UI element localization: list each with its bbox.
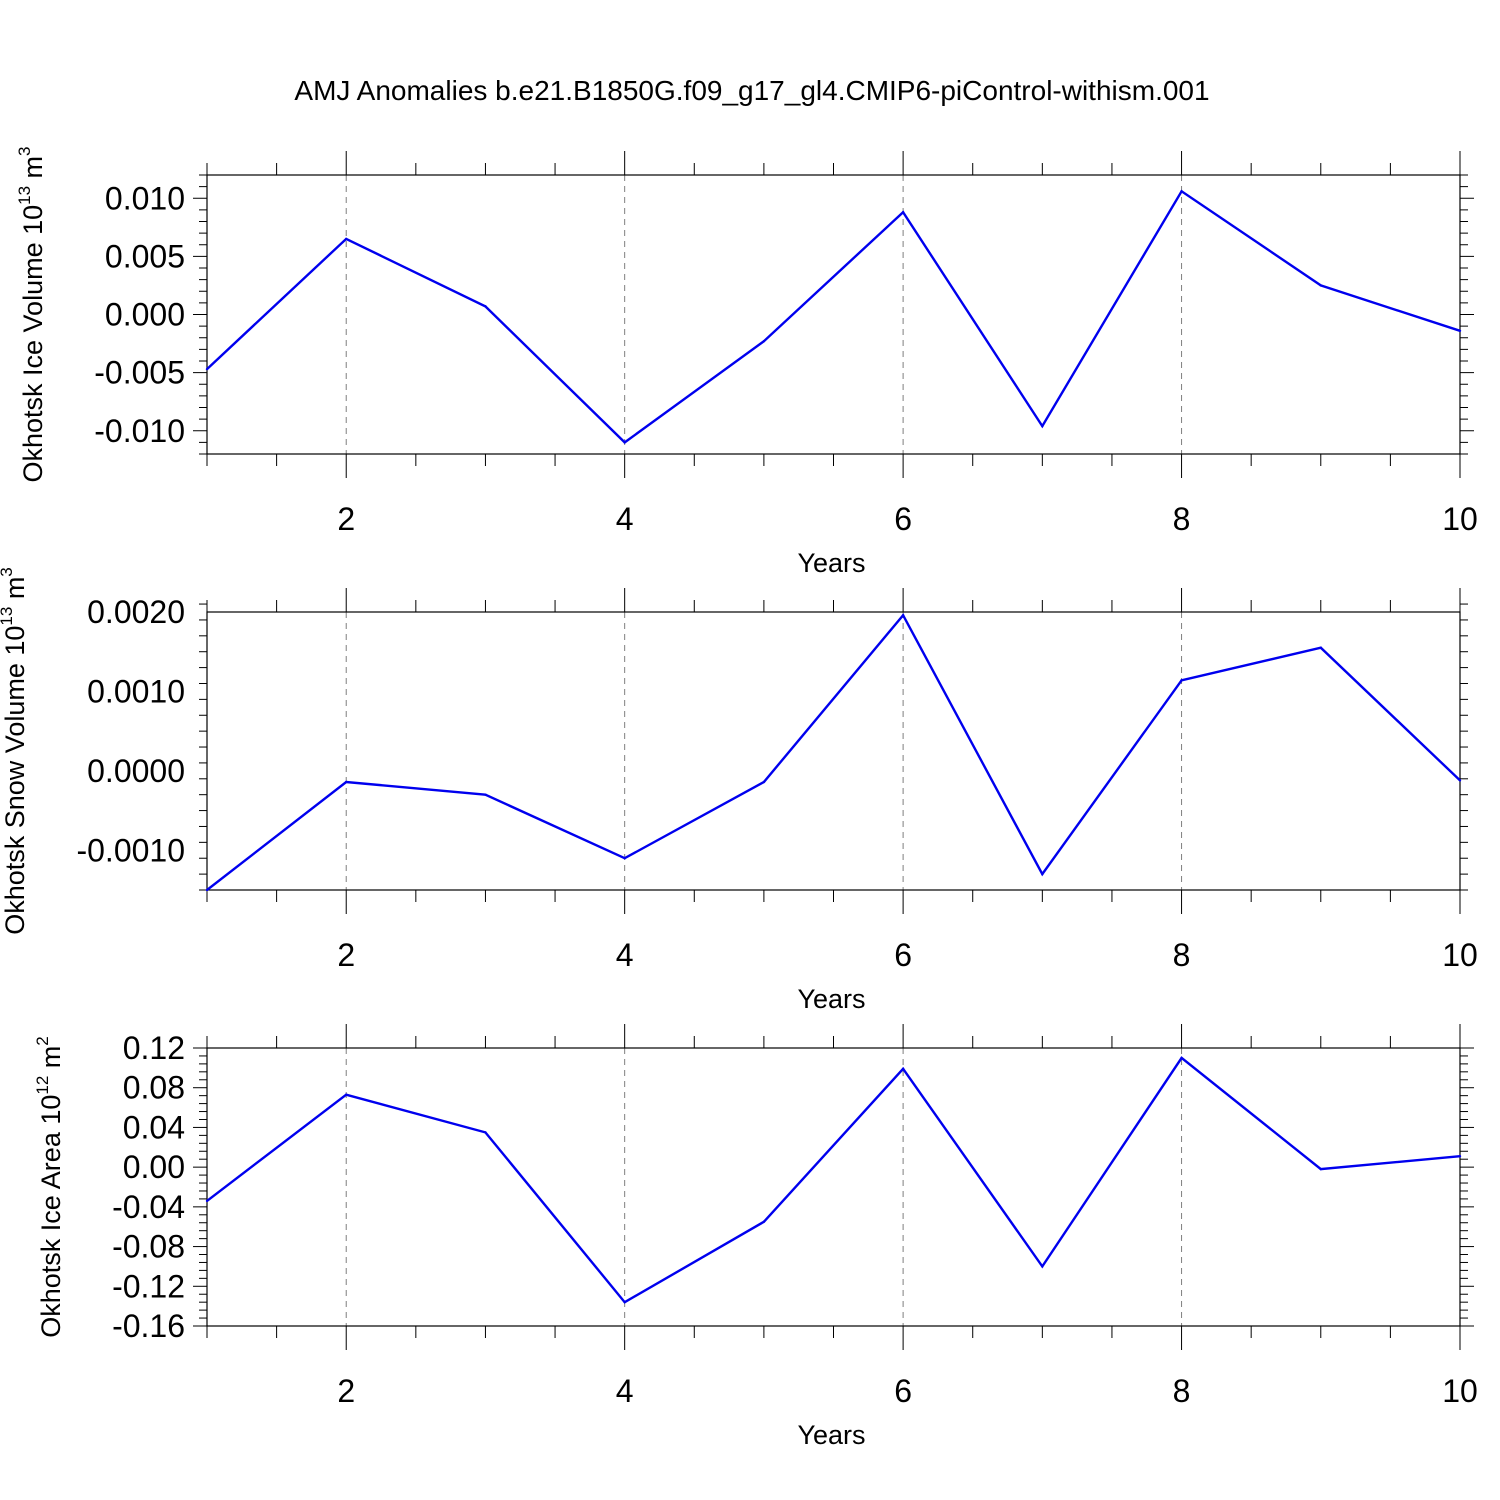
x-tick-label: 10	[1442, 937, 1478, 973]
series-line	[206, 613, 1461, 891]
data-point	[1041, 872, 1044, 876]
data-point	[901, 211, 905, 214]
series-line	[206, 1056, 1461, 1304]
y-tick-label: -0.12	[112, 1268, 185, 1304]
figure-title: AMJ Anomalies b.e21.B1850G.f09_g17_gl4.C…	[294, 75, 1209, 106]
y-tick-label: 0.12	[123, 1030, 185, 1066]
x-tick-label: 8	[1173, 501, 1191, 537]
x-tick-label: 6	[894, 501, 912, 537]
data-point	[1458, 1155, 1462, 1158]
y-axis-label: Okhotsk Snow Volume 1013 m3	[0, 567, 30, 935]
y-tick-label: 0.000	[105, 297, 185, 333]
data-point	[1180, 679, 1183, 682]
x-tick-label: 4	[616, 501, 634, 537]
x-tick-label: 2	[337, 1373, 355, 1409]
panels: 2 4 6 8 10 -0.010 -0.005 0.000 0.005 0.010 Years Ok…	[0, 146, 1478, 1450]
data-point	[1041, 424, 1044, 428]
y-tick-label: -0.0010	[76, 832, 185, 868]
data-point	[762, 340, 766, 343]
data-point	[762, 780, 766, 784]
data-point	[623, 1300, 626, 1304]
x-axis-label: Years	[797, 984, 865, 1014]
y-tick-label: -0.04	[112, 1189, 185, 1225]
data-point	[345, 780, 348, 784]
data-point	[345, 237, 348, 241]
y-tick-label: 0.010	[105, 180, 185, 216]
y-tick-label: -0.010	[94, 413, 185, 449]
x-tick-label: 10	[1442, 1373, 1478, 1409]
x-axis-label: Years	[797, 1420, 865, 1450]
x-tick-label: 6	[894, 1373, 912, 1409]
data-point	[205, 367, 209, 371]
y-tick-label: 0.005	[105, 238, 185, 274]
data-point	[484, 1131, 487, 1134]
y-tick-label: 0.0010	[87, 673, 185, 709]
data-point	[205, 1199, 209, 1203]
data-point	[1319, 1167, 1322, 1171]
data-point	[484, 305, 487, 308]
data-point	[1180, 1056, 1183, 1060]
x-tick-label: 2	[337, 501, 355, 537]
data-point	[762, 1220, 766, 1223]
data-point	[1319, 284, 1322, 287]
y-tick-label: 0.04	[123, 1109, 185, 1145]
data-point	[901, 613, 905, 617]
x-tick-label: 4	[616, 937, 634, 973]
data-point	[623, 441, 626, 444]
data-point	[484, 793, 487, 796]
data-point	[623, 857, 626, 860]
x-axis-label: Years	[797, 548, 865, 578]
data-point	[1041, 1265, 1044, 1268]
y-tick-label: 0.00	[123, 1149, 185, 1185]
y-tick-label: -0.005	[94, 355, 185, 391]
x-tick-label: 10	[1442, 501, 1478, 537]
x-tick-label: 2	[337, 937, 355, 973]
plot-frame	[206, 1047, 1461, 1327]
data-point	[901, 1067, 905, 1071]
y-tick-label: 0.08	[123, 1070, 185, 1106]
data-point	[1180, 190, 1183, 193]
data-point	[345, 1093, 348, 1096]
data-point	[205, 888, 209, 892]
data-point	[1458, 779, 1462, 782]
panel-2: 2 4 6 8 10 -0.0010 0.0000 0.0010 0.0020 Years Okho…	[0, 567, 1478, 1014]
data-point	[1319, 646, 1322, 649]
panel-1: 2 4 6 8 10 -0.010 -0.005 0.000 0.005 0.010 Years Ok…	[15, 146, 1478, 578]
plot-frame	[206, 611, 1461, 891]
data-point	[1458, 329, 1462, 332]
y-tick-label: 0.0020	[87, 594, 185, 630]
series-line	[206, 189, 1461, 444]
panel-3: 2 4 6 8 10 -0.16 -0.12-0.08 -0.04 0.00 0.040.08 0.…	[33, 1024, 1478, 1450]
y-tick-label: -0.08	[112, 1229, 185, 1265]
x-tick-label: 8	[1173, 937, 1191, 973]
y-axis-label: Okhotsk Ice Area 1012 m2	[33, 1036, 66, 1338]
y-tick-label: 0.0000	[87, 753, 185, 789]
x-tick-label: 4	[616, 1373, 634, 1409]
y-tick-label: -0.16	[112, 1308, 185, 1344]
plot-frame	[206, 174, 1461, 455]
x-tick-label: 6	[894, 937, 912, 973]
y-axis-label: Okhotsk Ice Volume 1013 m3	[15, 146, 48, 482]
x-tick-label: 8	[1173, 1373, 1191, 1409]
